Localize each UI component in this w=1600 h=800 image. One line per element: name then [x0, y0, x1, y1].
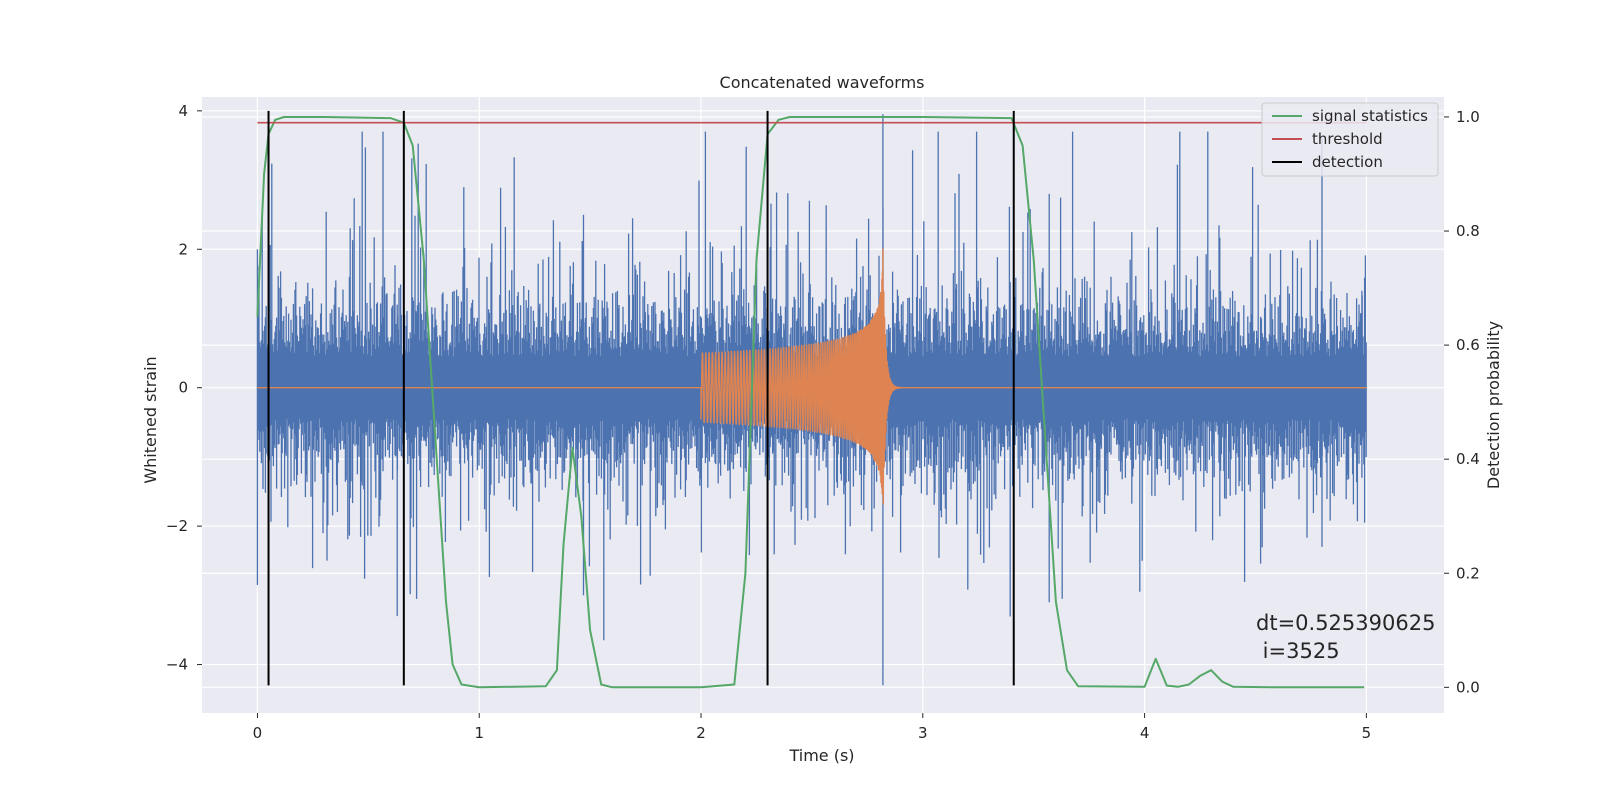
legend-label-threshold: threshold — [1312, 130, 1383, 148]
x-tick-label: 1 — [474, 724, 484, 742]
waveform-line — [257, 248, 1367, 505]
signal-statistics-line — [256, 116, 1365, 689]
detection-series — [267, 110, 1015, 686]
annotation-dt: dt=0.525390625 — [1256, 611, 1435, 635]
y2-tick-label: 0.0 — [1456, 678, 1480, 696]
x-tick-label: 4 — [1140, 724, 1150, 742]
signal-statistics-series — [256, 116, 1365, 689]
x-axis-ticks: 0 1 2 3 4 5 — [253, 713, 1371, 742]
y-tick-label: 0 — [178, 379, 188, 397]
y2-tick-label: 0.8 — [1456, 222, 1480, 240]
x-axis-label: Time (s) — [788, 746, 854, 765]
y-tick-label: 4 — [178, 102, 188, 120]
annotation-i: i=3525 — [1256, 639, 1340, 663]
x-tick-label: 3 — [918, 724, 928, 742]
y-tick-label: −2 — [166, 517, 188, 535]
y2-tick-label: 0.4 — [1456, 450, 1480, 468]
y2-axis-ticks: 0.0 0.2 0.4 0.6 0.8 1.0 — [1444, 108, 1480, 696]
legend-box — [1261, 102, 1439, 177]
y2-tick-label: 0.2 — [1456, 564, 1480, 582]
legend: signal statistics threshold detection — [1261, 102, 1439, 177]
y2-axis-label: Detection probability — [1484, 321, 1503, 489]
legend-label-signal-statistics: signal statistics — [1312, 107, 1428, 125]
injected-waveform-series — [257, 248, 1367, 505]
y-axis-ticks: −4 −2 0 2 4 — [166, 102, 202, 674]
y2-tick-label: 1.0 — [1456, 108, 1480, 126]
y-axis-label: Whitened strain — [141, 356, 160, 483]
y-tick-label: −4 — [166, 656, 188, 674]
x-tick-label: 2 — [696, 724, 706, 742]
x-tick-label: 0 — [253, 724, 263, 742]
chart-title: Concatenated waveforms — [720, 73, 925, 92]
x-tick-label: 5 — [1362, 724, 1372, 742]
y-tick-label: 2 — [178, 240, 188, 258]
y2-tick-label: 0.6 — [1456, 336, 1480, 354]
legend-label-detection: detection — [1312, 153, 1383, 171]
